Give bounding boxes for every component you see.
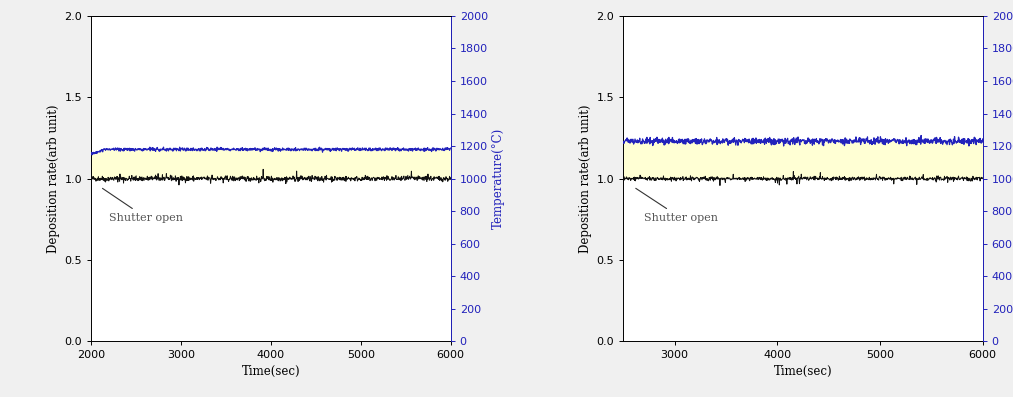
- Y-axis label: Temperature(°C): Temperature(°C): [492, 128, 504, 229]
- X-axis label: Time(sec): Time(sec): [774, 364, 833, 378]
- Y-axis label: Deposition rate(arb unit): Deposition rate(arb unit): [579, 104, 593, 253]
- Text: Shutter open: Shutter open: [636, 188, 717, 223]
- Text: Shutter open: Shutter open: [102, 188, 183, 223]
- Y-axis label: Deposition rate(arb unit): Deposition rate(arb unit): [48, 104, 60, 253]
- X-axis label: Time(sec): Time(sec): [241, 364, 300, 378]
